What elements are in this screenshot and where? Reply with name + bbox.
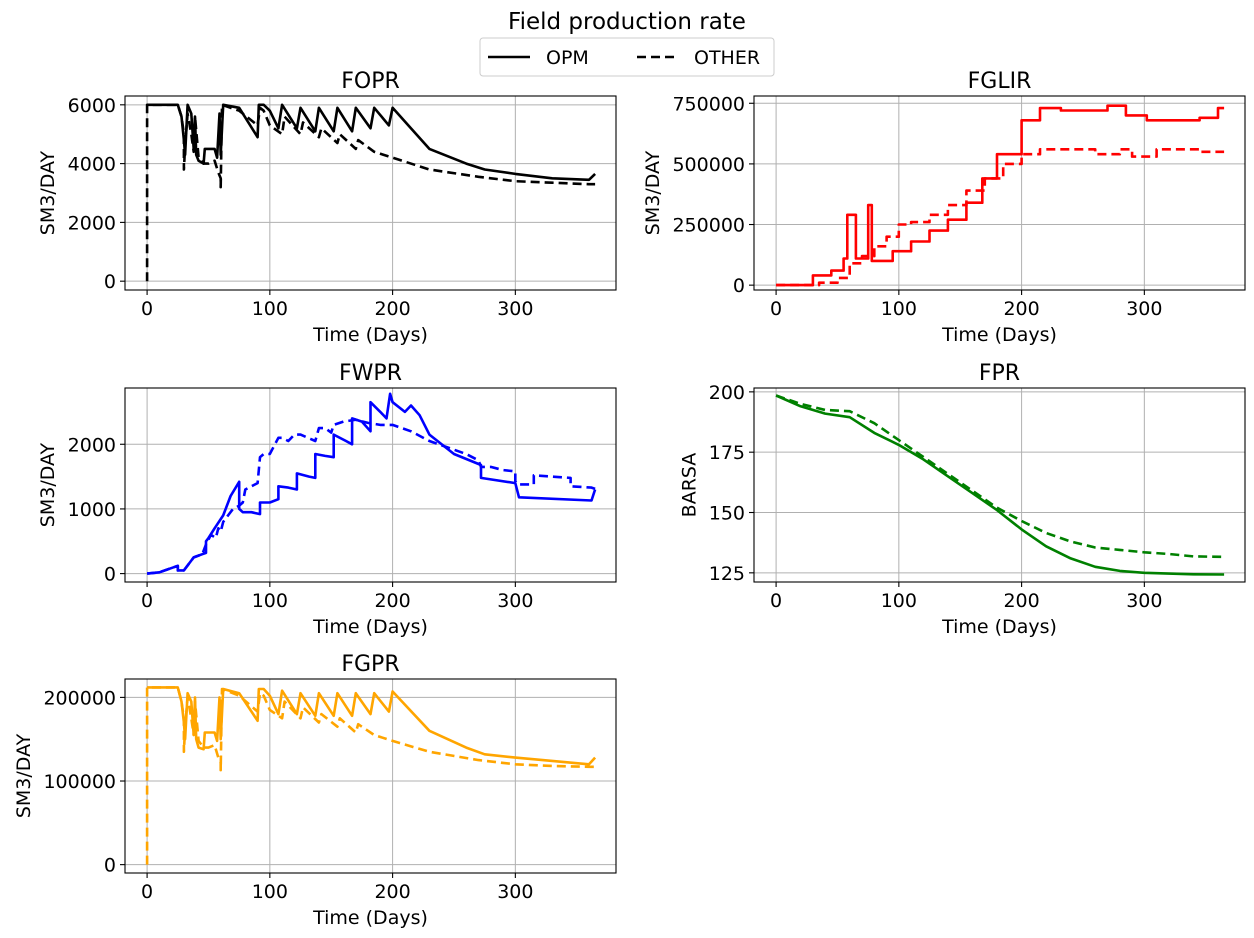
y-tick-label: 750000	[672, 93, 745, 115]
y-tick-label: 250000	[672, 215, 745, 237]
series-line-other	[775, 394, 1225, 559]
y-tick-label: 0	[104, 564, 116, 586]
x-tick-label: 300	[1126, 590, 1162, 612]
y-tick-label: 100000	[43, 771, 116, 793]
x-axis-label: Time (Days)	[312, 616, 428, 638]
x-tick-label: 0	[141, 881, 153, 903]
y-axis-label: SM3/DAY	[37, 150, 59, 235]
x-tick-label: 0	[770, 590, 782, 612]
series-line-opm	[776, 104, 1225, 287]
y-tick-label: 0	[104, 855, 116, 877]
axes-frame	[753, 387, 1246, 583]
y-tick-label: 125	[709, 563, 745, 585]
panel-fgpr: 0 100 200 300 0 100000 200000 FGPR Time (Days) SM…	[13, 652, 617, 929]
x-tick-label: 300	[497, 298, 533, 320]
x-tick-label: 0	[141, 590, 153, 612]
y-axis-label: BARSA	[678, 453, 700, 518]
panel-fopr: 0 100 200 300 0 2000 4000 6000 FOPR Time (Days) SM…	[37, 69, 617, 346]
x-tick-label: 0	[141, 298, 153, 320]
axes-frame	[124, 387, 617, 583]
x-tick-label: 100	[881, 590, 917, 612]
panel-title: FGPR	[341, 652, 399, 677]
panel-title: FWPR	[339, 361, 402, 386]
x-tick-label: 200	[374, 298, 410, 320]
x-axis-label: Time (Days)	[941, 616, 1057, 638]
panel-title: FGLIR	[968, 69, 1032, 94]
axes-frame	[124, 678, 617, 874]
x-tick-label: 300	[497, 881, 533, 903]
legend-label-opm: OPM	[546, 47, 589, 69]
y-tick-label: 0	[733, 275, 745, 297]
panel-fpr: 0 100 200 300 125 150 175 200 FPR Time (Days) BARS…	[678, 361, 1246, 638]
axes-frame	[124, 95, 617, 291]
x-tick-label: 200	[1003, 298, 1039, 320]
x-tick-label: 200	[374, 881, 410, 903]
series-line-opm	[147, 103, 597, 182]
x-tick-label: 100	[252, 590, 288, 612]
y-tick-label: 4000	[68, 154, 116, 176]
series-line-other	[145, 686, 596, 865]
x-axis-label: Time (Days)	[312, 907, 428, 929]
y-tick-label: 0	[104, 271, 116, 293]
x-tick-label: 300	[1126, 298, 1162, 320]
legend-label-other: OTHER	[694, 47, 760, 69]
legend: OPM OTHER	[479, 37, 775, 77]
x-tick-label: 200	[1003, 590, 1039, 612]
y-tick-label: 2000	[68, 434, 116, 456]
series-line-opm	[775, 394, 1225, 576]
y-tick-label: 200	[709, 382, 745, 404]
panel-fwpr: 0 100 200 300 0 1000 2000 FWPR Time (Days) SM3/DA…	[37, 361, 617, 638]
series-line-other	[776, 148, 1225, 287]
x-axis-label: Time (Days)	[312, 324, 428, 346]
y-tick-label: 150	[709, 503, 745, 525]
x-tick-label: 100	[881, 298, 917, 320]
x-axis-label: Time (Days)	[941, 324, 1057, 346]
y-axis-label: SM3/DAY	[37, 442, 59, 527]
y-axis-label: SM3/DAY	[13, 733, 35, 818]
y-tick-label: 200000	[43, 687, 116, 709]
x-tick-label: 300	[497, 590, 533, 612]
panel-fglir: 0 100 200 300 0 250000 500000 750000 FGLIR Time (…	[642, 69, 1246, 346]
y-tick-label: 175	[709, 442, 745, 464]
y-tick-label: 2000	[68, 212, 116, 234]
panel-title: FPR	[979, 361, 1020, 386]
series-line-opm	[147, 686, 597, 766]
x-tick-label: 100	[252, 881, 288, 903]
series-line-other	[145, 103, 596, 282]
axes-frame	[753, 95, 1246, 291]
x-tick-label: 100	[252, 298, 288, 320]
panel-title: FOPR	[341, 69, 400, 94]
y-tick-label: 6000	[68, 95, 116, 117]
series-line-opm	[146, 392, 597, 575]
legend-frame	[479, 37, 775, 77]
x-tick-label: 200	[374, 590, 410, 612]
y-tick-label: 1000	[68, 499, 116, 521]
y-axis-label: SM3/DAY	[642, 150, 664, 235]
y-tick-label: 500000	[672, 154, 745, 176]
x-tick-label: 0	[770, 298, 782, 320]
figure-title: Field production rate	[508, 9, 746, 35]
